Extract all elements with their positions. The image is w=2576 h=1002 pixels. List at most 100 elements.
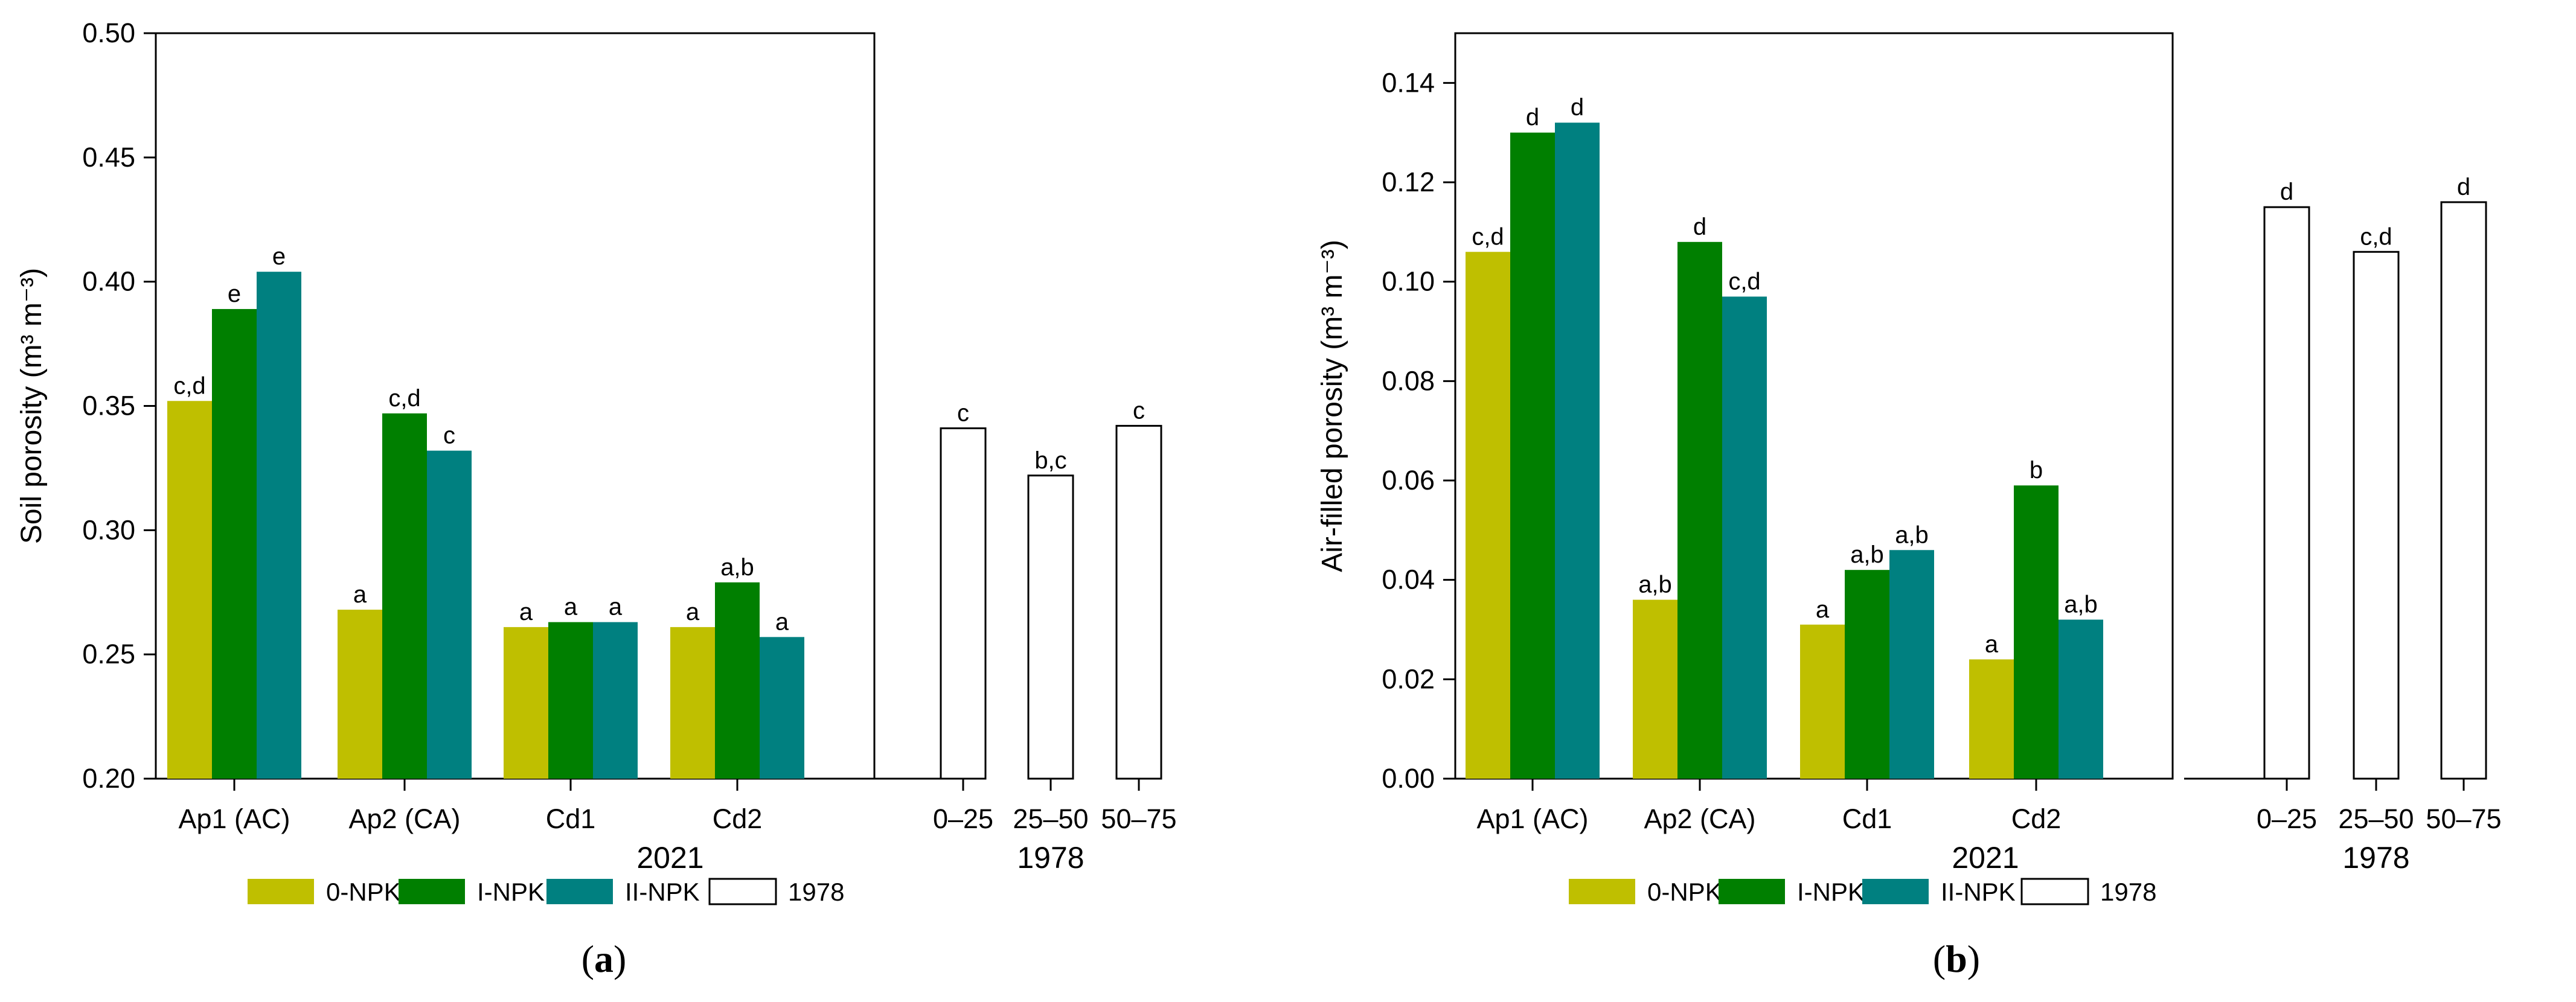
bar-I-NPK-0 [1510,132,1555,779]
x-tick-label: Ap2 (CA) [348,803,460,834]
bar-I-NPK-3 [2014,485,2059,779]
bar-0-NPK-0 [167,401,212,779]
legend-swatch-0-NPK [248,879,314,904]
y-tick-label: 0.14 [1382,67,1435,98]
legend: 0-NPK I-NPK II-NPK 1978 [1569,878,2156,906]
bar-letter-label: c,d [1728,268,1760,295]
chart-panel-b: 0.00 0.02 0.04 0.06 0.08 0.10 0.12 0.14 Air-fill… [1316,32,2502,980]
legend-swatch-I-NPK [1719,879,1785,904]
y-tick-label: 0.00 [1382,763,1435,794]
legend-label: II-NPK [625,878,700,906]
y-tick-label: 0.20 [82,763,135,794]
bar-letter-label: a [564,594,578,621]
legend-label: 1978 [788,878,844,906]
legend-label: 0-NPK [1647,878,1722,906]
legend-label: 1978 [2100,878,2156,906]
bar-letter-label: d [1526,104,1539,131]
bar-letter-label: c,d [388,385,420,412]
bar-I-NPK-1 [1677,241,1722,779]
bar-1978-2 [1115,424,1162,780]
x-tick-label: 50–75 [2426,803,2501,834]
bar-II-NPK-2 [593,622,638,779]
y-tick-label: 0.02 [1382,663,1435,694]
legend-swatch-1978 [708,878,777,905]
legend: 0-NPK I-NPK II-NPK 1978 [248,878,844,906]
caption-paren-close: ) [614,937,626,980]
bar-letter-label: a,b [2064,592,2098,618]
y-axis-ticks: 0.00 0.02 0.04 0.06 0.08 0.10 0.12 0.14 [1382,67,1455,794]
y-axis-ticks: 0.20 0.25 0.30 0.35 0.40 0.45 0.50 [82,18,156,794]
bar-letter-label: a [1816,596,1830,623]
caption-paren-open: ( [582,937,594,980]
bar-letter-label: d [1693,214,1706,240]
panel-caption: (a) [582,937,627,980]
bar-I-NPK-3 [715,582,760,779]
x-tick-label: 50–75 [1101,803,1176,834]
bar-II-NPK-3 [760,637,804,779]
bar-letter-label: e [228,281,241,307]
bar-letter-label: d [2457,174,2470,200]
group-label-2021: 2021 [636,841,703,875]
x-tick-label: Cd2 [2011,803,2062,834]
group-label-1978: 1978 [1017,841,1084,875]
legend-swatch-0-NPK [1569,879,1635,904]
caption-letter: b [1946,937,1967,980]
y-tick-label: 0.45 [82,142,135,173]
bars-2021: c,d a,b a a d d a,b b d c,d a,b a,b [1466,94,2103,779]
bar-0-NPK-1 [338,610,382,779]
x-tick-label: 25–50 [1013,803,1088,834]
x-tick-label: 25–50 [2338,803,2414,834]
bar-I-NPK-1 [382,413,427,779]
y-tick-label: 0.12 [1382,167,1435,197]
bar-letter-label: c [443,423,455,449]
bar-letter-label: c,d [173,372,205,399]
bar-letter-label: a,b [1895,522,1929,548]
bar-letter-label: a,b [1638,572,1672,598]
legend-label: II-NPK [1941,878,2016,906]
bars-1978: c b,c c [860,397,1162,780]
bar-II-NPK-1 [427,450,472,779]
bar-letter-label: a,b [1850,541,1884,568]
bar-letter-label: a [686,599,700,625]
bar-letter-label: b,c [1034,447,1066,474]
bar-II-NPK-2 [1889,550,1934,779]
bar-letter-label: c,d [1472,223,1504,250]
bar-I-NPK-2 [1845,570,1889,779]
y-tick-label: 0.08 [1382,365,1435,396]
caption-paren-close: ) [1967,937,1980,980]
bar-1978-0 [940,427,987,780]
caption-letter: a [594,937,614,980]
y-tick-label: 0.40 [82,266,135,297]
panel-caption: (b) [1933,937,1980,980]
bar-I-NPK-0 [212,308,257,779]
legend-swatch-II-NPK [546,879,613,904]
x-tick-label: Ap2 (CA) [1644,803,1755,834]
bar-letter-label: c [957,400,969,427]
legend-swatch-II-NPK [1862,879,1929,904]
x-tick-label: Ap1 (AC) [178,803,290,834]
bar-letter-label: a [353,581,367,608]
bar-I-NPK-2 [548,622,593,779]
bars-2021: c,d a a a e c,d a a,b e c a a [167,243,804,779]
y-axis-label: Soil porosity (m³ m⁻³) [16,268,48,544]
chart-panel-a: 0.20 0.25 0.30 0.35 0.40 0.45 0.50 Soil porosit… [16,18,1177,980]
bar-II-NPK-3 [2059,619,2103,779]
bars-1978: d c,d d [2184,174,2487,780]
group-label-1978: 1978 [2342,841,2409,875]
y-tick-label: 0.50 [82,18,135,48]
y-tick-label: 0.35 [82,391,135,421]
bar-letter-label: e [272,243,286,270]
y-tick-label: 0.10 [1382,266,1435,297]
legend-label: 0-NPK [326,878,401,906]
bar-0-NPK-0 [1466,252,1510,779]
bar-II-NPK-0 [1555,123,1600,779]
bar-letter-label: d [2280,179,2293,205]
y-tick-label: 0.25 [82,639,135,669]
legend-label: I-NPK [1797,878,1865,906]
x-tick-label: 0–25 [933,803,993,834]
caption-paren-open: ( [1933,937,1946,980]
bar-0-NPK-3 [1969,659,2014,779]
bar-letter-label: c,d [2360,223,2392,250]
x-tick-label: Ap1 (AC) [1476,803,1588,834]
